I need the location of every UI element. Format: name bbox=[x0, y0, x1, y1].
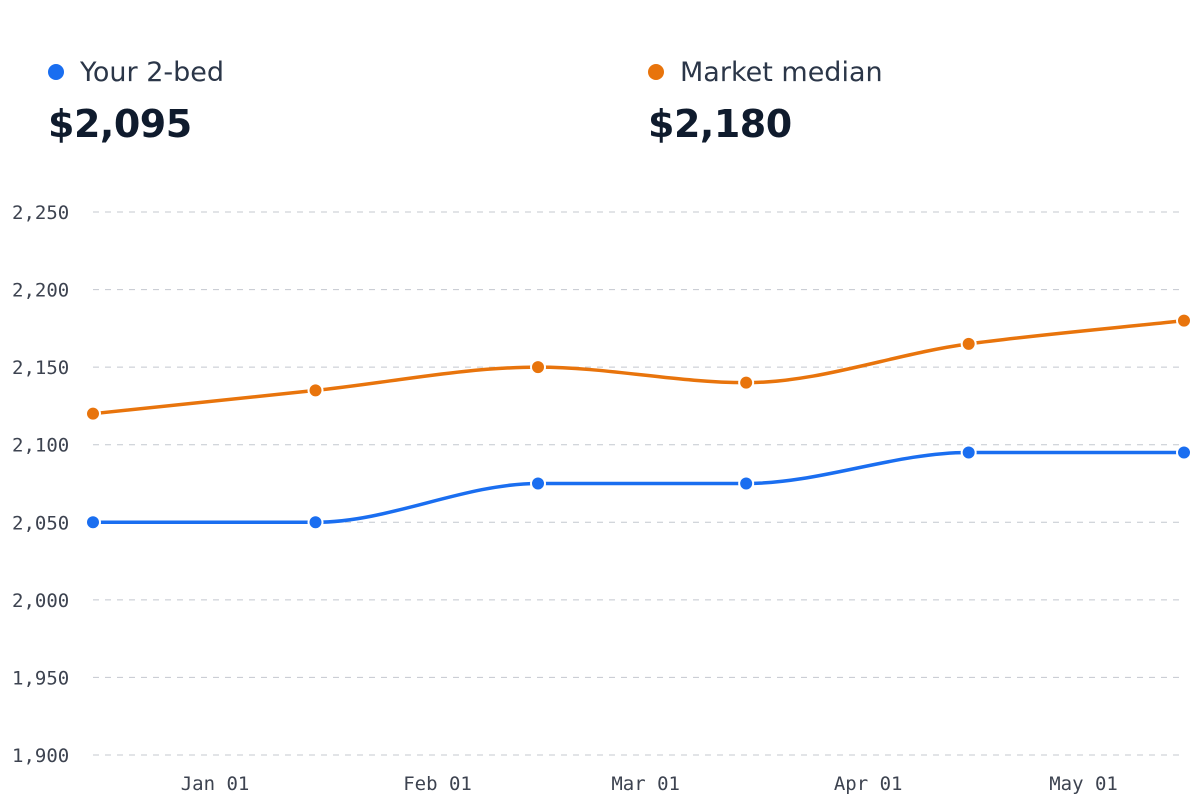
data-point-market-median bbox=[1176, 312, 1192, 329]
y-tick-label: 2,000 bbox=[12, 590, 69, 612]
series-line-market-median bbox=[91, 318, 1186, 416]
y-tick-label: 2,200 bbox=[12, 280, 69, 302]
y-tick-label: 1,900 bbox=[12, 745, 69, 767]
data-point-market-median bbox=[307, 382, 324, 399]
legend-item-market-median: Market median $2,180 bbox=[648, 52, 883, 146]
data-point-your-2-bed bbox=[530, 475, 547, 492]
data-point-market-median bbox=[738, 374, 755, 391]
data-point-your-2-bed bbox=[307, 514, 324, 531]
data-point-market-median bbox=[530, 359, 547, 376]
data-point-market-median bbox=[85, 405, 101, 422]
legend-value: $2,095 bbox=[48, 102, 192, 146]
y-tick-label: 1,950 bbox=[12, 667, 69, 689]
legend-item-your-2-bed: Your 2-bed $2,095 bbox=[48, 52, 224, 146]
data-point-your-2-bed bbox=[960, 444, 977, 461]
x-tick-label: Apr 01 bbox=[834, 773, 903, 795]
y-tick-label: 2,250 bbox=[12, 202, 69, 224]
x-tick-label: May 01 bbox=[1049, 773, 1118, 795]
series-line-your-2-bed bbox=[91, 450, 1186, 525]
data-point-your-2-bed bbox=[1176, 444, 1192, 461]
x-tick-label: Feb 01 bbox=[403, 773, 472, 795]
x-tick-label: Jan 01 bbox=[181, 773, 250, 795]
legend-dot-blue bbox=[48, 64, 64, 80]
y-tick-label: 2,050 bbox=[12, 512, 69, 534]
data-point-your-2-bed bbox=[85, 514, 101, 531]
data-point-market-median bbox=[960, 335, 977, 352]
data-point-your-2-bed bbox=[738, 475, 755, 492]
legend-value: $2,180 bbox=[648, 102, 792, 146]
y-tick-label: 2,100 bbox=[12, 435, 69, 457]
legend-label: Market median bbox=[680, 56, 883, 88]
legend-dot-orange bbox=[648, 64, 664, 80]
legend-label: Your 2-bed bbox=[80, 56, 225, 88]
y-tick-label: 2,150 bbox=[12, 357, 69, 379]
x-tick-label: Mar 01 bbox=[611, 773, 680, 795]
